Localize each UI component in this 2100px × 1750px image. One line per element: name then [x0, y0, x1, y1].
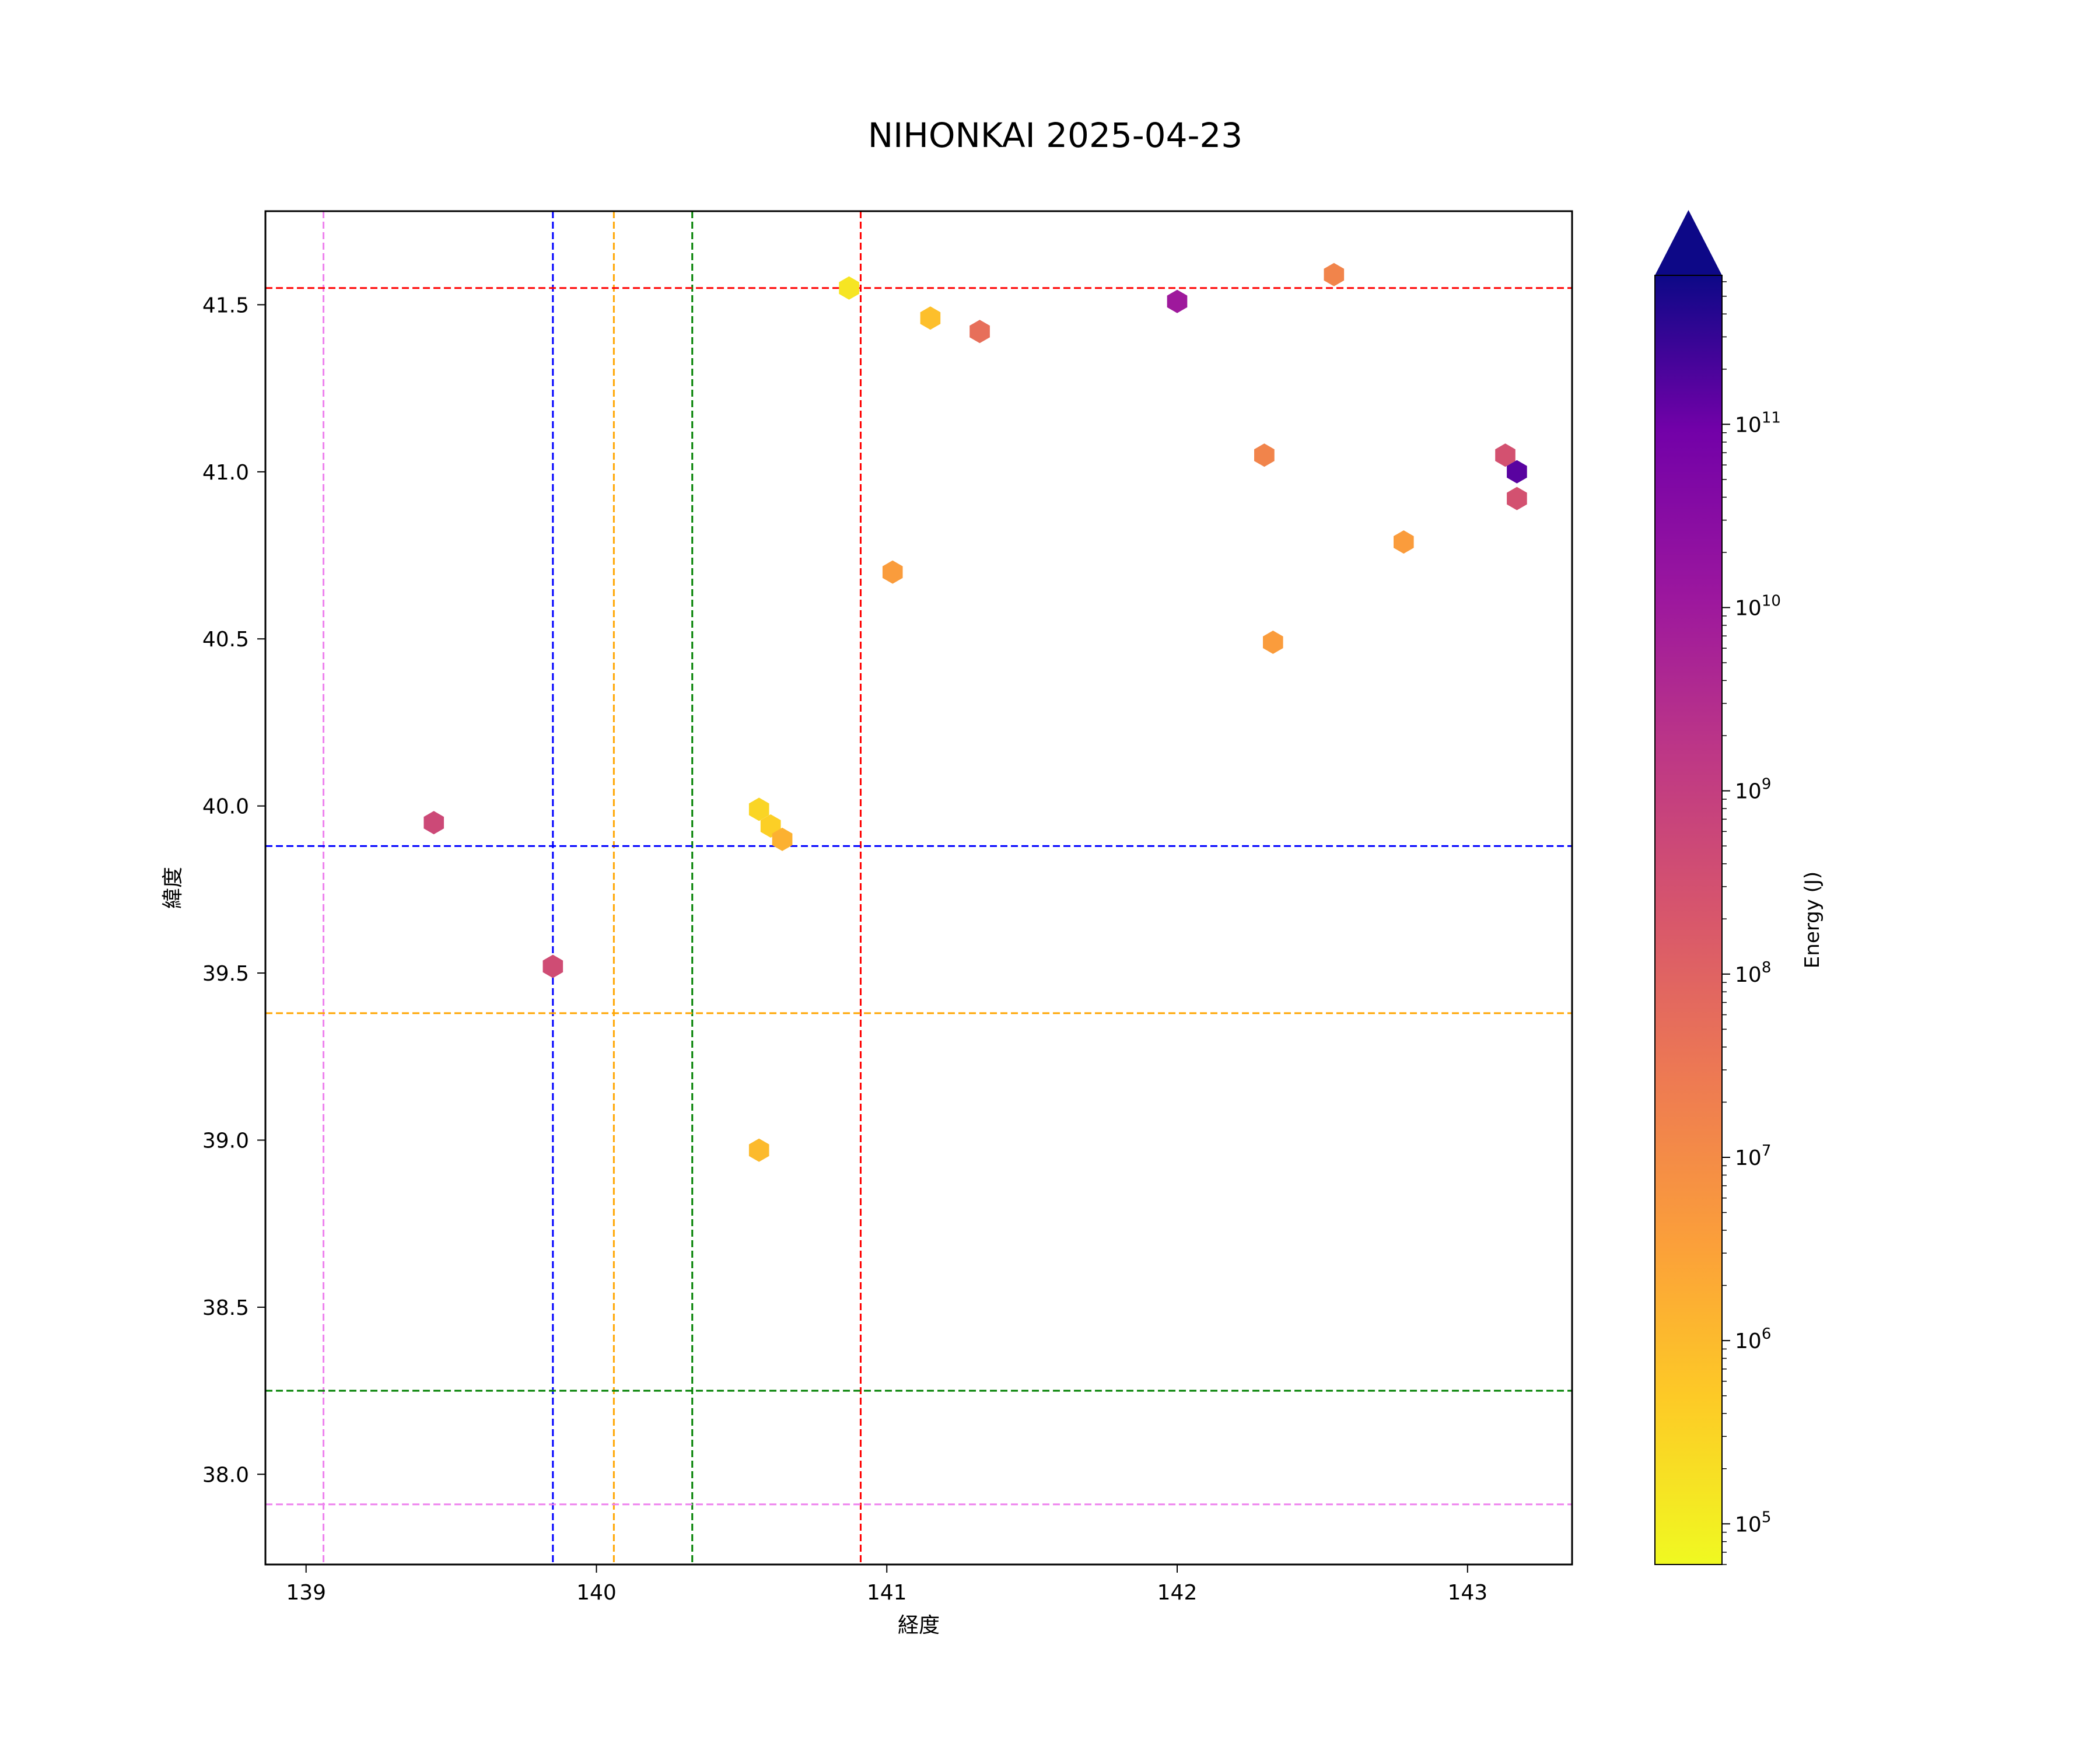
x-axis-label: 経度	[898, 1614, 940, 1637]
plot-background	[265, 211, 1572, 1564]
colorbar-extend-arrow	[1655, 210, 1722, 275]
hexbin-cell	[748, 797, 769, 821]
colorbar: 105 106 107 108 109 1010 1011 Energy (J)	[1654, 210, 1824, 1565]
hexbin-cell	[970, 320, 990, 344]
colorbar-tick-label: 108	[1735, 959, 1771, 987]
hexbin-cell	[424, 811, 444, 835]
hexbin-cell	[1394, 530, 1414, 554]
colorbar-tick-label: 106	[1735, 1325, 1771, 1353]
colorbar-label: Energy (J)	[1801, 872, 1824, 968]
colorbar-ticks: 105 106 107 108 109 1010 1011	[1722, 281, 1781, 1565]
x-tick-label: 141	[867, 1581, 907, 1605]
colorbar-frame	[1654, 275, 1723, 1565]
y-tick-label: 38.5	[202, 1296, 249, 1320]
y-tick-label: 41.0	[202, 461, 249, 485]
colorbar-tick-label: 109	[1735, 776, 1771, 804]
hexbin-cell	[748, 1138, 769, 1162]
y-tick-label: 40.5	[202, 628, 249, 652]
x-axis-ticks: 139 140 141 142 143	[286, 1564, 1488, 1605]
hexbin-cell	[1263, 631, 1283, 654]
hexbin-cell	[920, 306, 941, 330]
hexbin-cell	[772, 827, 793, 851]
colorbar-tick-label: 105	[1735, 1508, 1771, 1536]
y-axis-label: 緯度	[161, 867, 185, 909]
hexbin-cells	[424, 262, 1527, 1162]
y-tick-label: 39.0	[202, 1129, 249, 1153]
hexbin-cell	[882, 560, 903, 584]
hexbin-cell	[839, 276, 859, 300]
colorbar-tick-label: 1011	[1735, 409, 1781, 437]
y-tick-label: 40.0	[202, 795, 249, 819]
hexbin-cell	[1324, 262, 1345, 286]
colorbar-gradient	[1655, 275, 1722, 1564]
reference-lines	[265, 211, 1572, 1564]
hexbin-cell	[542, 954, 564, 978]
hexbin-cell	[1507, 487, 1527, 510]
hexbin-cell	[1254, 443, 1275, 467]
plot-frame	[264, 210, 1573, 1566]
y-tick-label: 38.0	[202, 1463, 249, 1487]
hexbin-cell	[1167, 289, 1188, 313]
hexbin-cell	[1507, 460, 1527, 484]
plot-area: 139 140 141 142 143 38.0 38.5 39.0 39.5 40.0 40.5…	[202, 210, 1573, 1605]
chart-title: NIHONKAI 2025-04-23	[868, 116, 1242, 155]
colorbar-tick-label: 1010	[1735, 593, 1781, 621]
x-tick-label: 139	[286, 1581, 326, 1605]
y-tick-label: 41.5	[202, 293, 249, 317]
y-tick-label: 39.5	[202, 962, 249, 986]
x-tick-label: 142	[1157, 1581, 1198, 1605]
x-tick-label: 143	[1447, 1581, 1488, 1605]
hexbin-cell	[1495, 443, 1516, 467]
x-tick-label: 140	[576, 1581, 617, 1605]
y-axis-ticks: 38.0 38.5 39.0 39.5 40.0 40.5 41.0 41.5	[202, 293, 265, 1487]
colorbar-tick-label: 107	[1735, 1142, 1771, 1170]
